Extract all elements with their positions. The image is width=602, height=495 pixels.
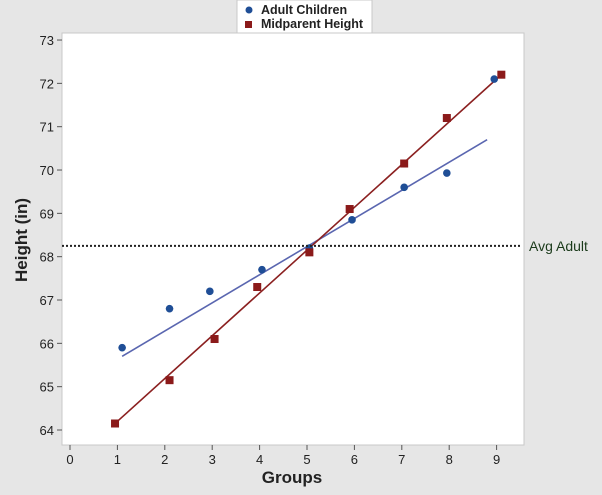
fit-line-adult-children — [121, 139, 488, 358]
legend-marker-midparent-height — [245, 21, 252, 28]
legend: Adult Children Midparent Height — [236, 0, 373, 34]
data-point-adult-children — [490, 75, 499, 83]
data-point-adult-children — [206, 287, 214, 296]
x-tick-label: 6 — [351, 452, 358, 467]
data-point-midparent-height — [210, 335, 219, 344]
legend-label-adult-children: Adult Children — [261, 3, 347, 17]
avg-adult-label: Avg Adult — [529, 238, 588, 254]
y-axis-label: Height (in) — [12, 198, 31, 282]
x-tick-label: 7 — [398, 452, 405, 467]
data-point-midparent-height — [400, 159, 409, 168]
data-point-midparent-height — [442, 114, 451, 123]
x-tick-label: 8 — [446, 452, 453, 467]
x-tick-label: 0 — [66, 452, 73, 467]
data-point-midparent-height — [111, 419, 120, 428]
y-tick-label: 71 — [40, 120, 54, 135]
y-tick-label: 70 — [40, 163, 54, 178]
data-point-midparent-height — [305, 248, 314, 257]
data-point-midparent-height — [165, 376, 174, 385]
y-tick-label: 69 — [40, 206, 54, 221]
data-point-adult-children — [118, 343, 126, 352]
y-tick-label: 66 — [40, 336, 54, 351]
legend-box — [236, 0, 373, 34]
x-tick-label: 9 — [493, 452, 500, 467]
data-point-adult-children — [165, 304, 174, 313]
y-tick-label: 67 — [40, 293, 54, 308]
x-tick-label: 1 — [114, 452, 121, 467]
legend-marker-adult-children — [245, 6, 253, 14]
data-point-adult-children — [443, 169, 451, 177]
x-tick-label: 3 — [209, 452, 216, 467]
plot-area — [61, 32, 525, 446]
y-tick-label: 73 — [40, 33, 54, 48]
data-point-midparent-height — [253, 283, 262, 292]
x-tick-label: 4 — [256, 452, 263, 467]
data-point-midparent-height — [497, 70, 506, 79]
x-tick-label: 5 — [303, 452, 310, 467]
y-tick-label: 65 — [40, 380, 54, 395]
data-point-adult-children — [258, 265, 266, 274]
legend-label-midparent-height: Midparent Height — [261, 17, 364, 31]
data-point-midparent-height — [345, 205, 354, 214]
data-point-adult-children — [400, 183, 408, 192]
y-tick-label: 72 — [40, 76, 54, 91]
x-tick-label: 2 — [161, 452, 168, 467]
x-axis-label: Groups — [262, 468, 322, 487]
y-tick-label: 68 — [40, 250, 54, 265]
y-tick-label: 64 — [40, 423, 54, 438]
data-point-adult-children — [348, 216, 356, 224]
